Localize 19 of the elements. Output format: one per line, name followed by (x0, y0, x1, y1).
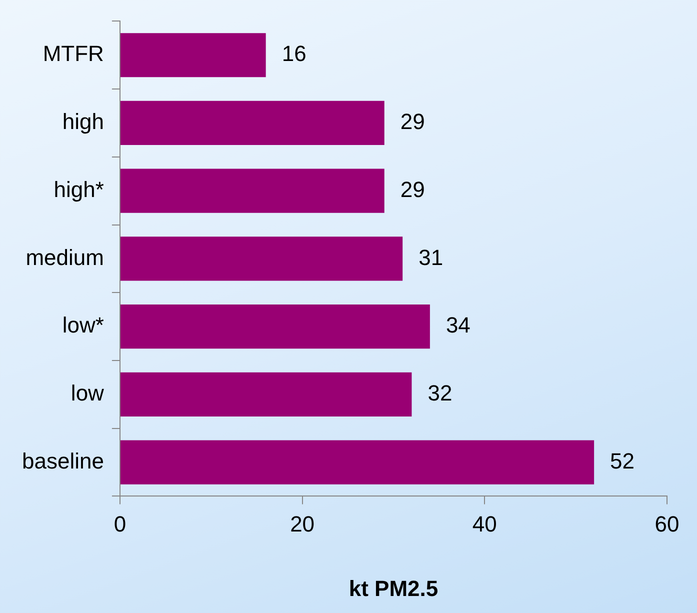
y-tick-label: high* (54, 176, 104, 202)
x-tick-label: 20 (290, 511, 315, 536)
y-tick-label: baseline (22, 448, 104, 474)
y-tick-label: MTFR (42, 41, 104, 66)
x-axis-title: kt PM2.5 (348, 576, 438, 601)
y-tick-label: low (70, 380, 104, 406)
y-tick-label: medium (26, 244, 104, 270)
data-label: 52 (610, 448, 635, 474)
data-label: 29 (400, 109, 425, 134)
y-tick-label: high (62, 109, 104, 134)
x-tick-label: 0 (114, 511, 126, 536)
data-label: 34 (446, 312, 470, 338)
data-label: 32 (428, 380, 452, 406)
x-tick-label: 40 (472, 511, 497, 536)
data-label: 16 (282, 41, 306, 66)
data-label: 29 (400, 176, 425, 202)
y-tick-label: low* (62, 312, 104, 338)
x-tick-label: 60 (654, 511, 680, 536)
data-label: 31 (418, 244, 444, 270)
